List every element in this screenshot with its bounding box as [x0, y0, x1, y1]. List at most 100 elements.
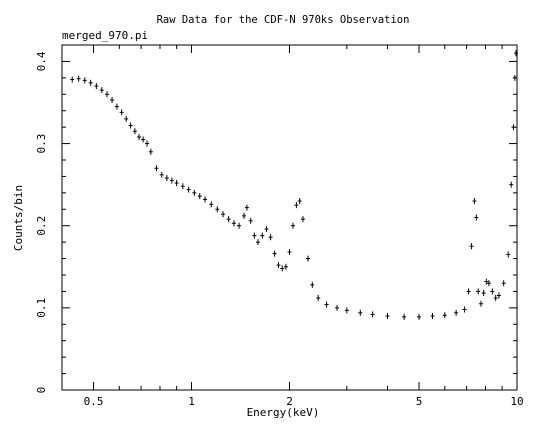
- data-point: [300, 216, 305, 223]
- data-point: [248, 217, 253, 224]
- data-point: [472, 198, 477, 205]
- data-point: [509, 181, 514, 188]
- data-point: [226, 216, 231, 223]
- x-tick-label: 0.5: [84, 395, 104, 408]
- data-point: [481, 290, 486, 297]
- data-point: [70, 76, 75, 83]
- data-point: [280, 265, 285, 272]
- plot-frame: [61, 44, 518, 391]
- data-point: [244, 204, 249, 211]
- data-point: [402, 313, 407, 320]
- data-point: [252, 232, 257, 239]
- chart-title: Raw Data for the CDF-N 970ks Observation: [157, 14, 410, 26]
- data-point: [290, 222, 295, 229]
- data-point: [94, 83, 99, 90]
- data-point: [469, 243, 474, 250]
- data-point: [231, 220, 236, 227]
- data-point: [99, 87, 104, 94]
- data-point: [511, 124, 516, 131]
- data-point: [124, 115, 129, 122]
- data-point: [215, 206, 220, 213]
- data-point: [128, 122, 133, 129]
- data-point: [148, 148, 153, 155]
- data-point: [490, 288, 495, 295]
- data-points: [70, 50, 519, 320]
- data-point: [180, 183, 185, 190]
- data-point: [501, 280, 506, 287]
- data-point: [209, 201, 214, 208]
- x-tick-label: 5: [416, 395, 423, 408]
- data-point: [145, 140, 150, 147]
- data-point: [297, 198, 302, 205]
- data-point: [76, 75, 81, 82]
- y-tick-labels: 0 0.1 0.2 0.3 0.4: [35, 51, 48, 393]
- data-point: [287, 249, 292, 255]
- data-point: [514, 50, 519, 57]
- data-point: [197, 193, 202, 200]
- x-tick-labels: 0.5 1 2 5 10: [84, 395, 524, 408]
- data-point: [260, 232, 265, 239]
- data-point: [484, 278, 489, 285]
- x-tick-label: 2: [286, 395, 293, 408]
- data-point: [486, 280, 491, 287]
- data-point: [276, 262, 281, 269]
- data-point: [132, 128, 137, 135]
- y-tick-label: 0.1: [35, 298, 48, 318]
- data-point: [186, 186, 191, 193]
- y-axis-label: Counts/bin: [12, 185, 25, 251]
- data-point: [154, 165, 159, 172]
- data-point: [358, 309, 363, 316]
- data-point: [430, 313, 435, 320]
- data-point: [164, 175, 169, 182]
- data-point: [202, 196, 207, 203]
- data-point: [466, 288, 471, 295]
- data-point: [306, 255, 311, 262]
- x-tick-label: 1: [188, 395, 195, 408]
- data-point: [493, 295, 498, 301]
- data-point: [324, 301, 329, 308]
- data-point: [474, 214, 479, 221]
- data-point: [417, 313, 422, 320]
- data-point: [105, 91, 110, 98]
- data-point: [255, 239, 260, 246]
- data-point: [294, 202, 299, 209]
- x-tick-label: 10: [510, 395, 523, 408]
- data-point: [335, 304, 340, 311]
- data-point: [344, 307, 349, 314]
- data-point: [159, 171, 164, 178]
- data-point: [192, 189, 197, 196]
- y-tick-label: 0.2: [35, 216, 48, 236]
- data-point: [119, 109, 124, 116]
- data-point: [442, 312, 447, 319]
- data-point: [174, 180, 179, 186]
- data-point: [512, 74, 517, 81]
- data-point: [137, 134, 142, 140]
- data-point: [385, 313, 390, 320]
- data-point: [272, 250, 277, 257]
- data-point: [268, 234, 273, 241]
- data-point: [237, 222, 242, 229]
- axis-ticks: [61, 45, 518, 391]
- data-point: [221, 211, 226, 218]
- data-point: [82, 77, 87, 84]
- chart-subtitle: merged_970.pi: [62, 29, 148, 42]
- data-point: [496, 292, 501, 299]
- data-point: [264, 226, 269, 232]
- data-point: [88, 79, 93, 86]
- data-point: [169, 177, 174, 184]
- data-point: [462, 306, 467, 313]
- data-point: [283, 263, 288, 270]
- x-axis-label: Energy(keV): [247, 406, 320, 419]
- data-point: [370, 311, 375, 318]
- data-point: [316, 295, 321, 301]
- data-point: [141, 136, 146, 143]
- data-point: [476, 288, 481, 295]
- data-point: [478, 300, 483, 307]
- y-tick-label: 0: [35, 387, 48, 394]
- data-point: [242, 212, 247, 219]
- data-point: [506, 251, 511, 258]
- data-point: [114, 103, 119, 110]
- data-point: [310, 281, 315, 288]
- y-tick-label: 0.3: [35, 134, 48, 154]
